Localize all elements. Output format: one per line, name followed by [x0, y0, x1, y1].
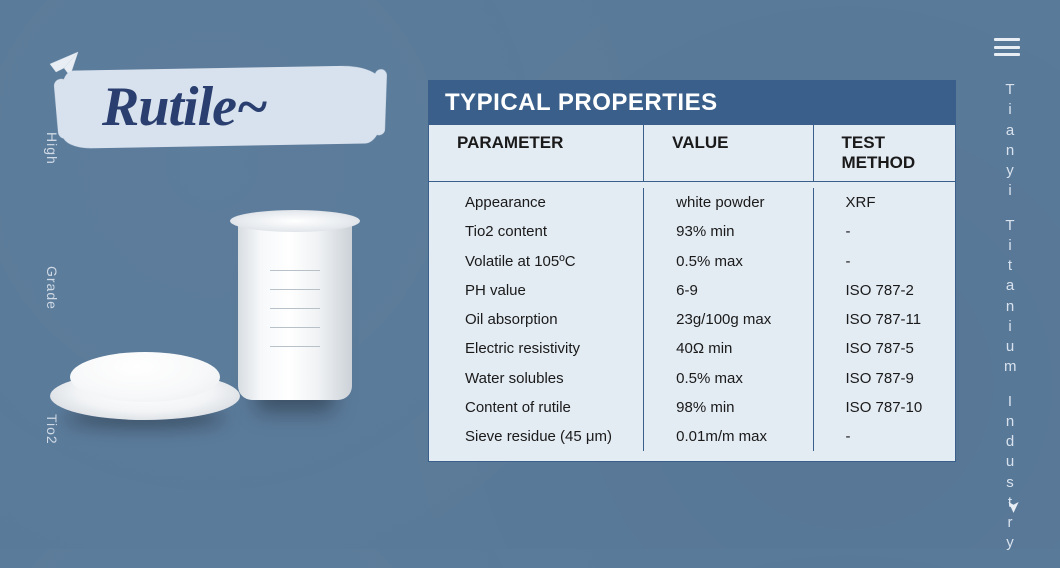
cell-value: white powder [644, 188, 813, 217]
company-name-vertical: Tianyi Titanium Industry [1004, 80, 1020, 568]
cell-value: 93% min [644, 217, 813, 246]
col-header-method: TEST METHOD [814, 125, 955, 181]
product-image [50, 210, 380, 420]
cell-method: ISO 787-10 [814, 393, 955, 422]
cell-method: - [814, 217, 955, 246]
cell-parameter: Sieve residue (45 μm) [429, 422, 644, 451]
menu-icon[interactable] [994, 38, 1020, 56]
company-word: Titanium [1004, 216, 1020, 378]
properties-header: PARAMETER VALUE TEST METHOD [429, 125, 955, 182]
properties-title: TYPICAL PROPERTIES [429, 81, 955, 125]
cell-value: 40Ω min [644, 334, 813, 363]
cell-parameter: Tio2 content [429, 217, 644, 246]
table-row: Content of rutile98% minISO 787-10 [429, 393, 955, 422]
cell-method: XRF [814, 188, 955, 217]
table-row: Oil absorption23g/100g maxISO 787-11 [429, 305, 955, 334]
cell-method: ISO 787-5 [814, 334, 955, 363]
cell-parameter: Appearance [429, 188, 644, 217]
cell-value: 0.01m/m max [644, 422, 813, 451]
col-header-parameter: PARAMETER [429, 125, 644, 181]
powder-dish-icon [50, 340, 240, 420]
table-row: Electric resistivity40Ω minISO 787-5 [429, 334, 955, 363]
page-title-brush: Rutile~ [62, 68, 382, 146]
cell-value: 6-9 [644, 276, 813, 305]
cell-parameter: Oil absorption [429, 305, 644, 334]
side-label-high: High [44, 132, 60, 165]
cell-method: - [814, 422, 955, 451]
cell-value: 23g/100g max [644, 305, 813, 334]
cell-method: ISO 787-2 [814, 276, 955, 305]
cell-parameter: Water solubles [429, 364, 644, 393]
cell-value: 98% min [644, 393, 813, 422]
table-row: PH value6-9ISO 787-2 [429, 276, 955, 305]
col-header-value: VALUE [644, 125, 813, 181]
table-row: Sieve residue (45 μm)0.01m/m max- [429, 422, 955, 451]
properties-body: Appearancewhite powderXRFTio2 content93%… [429, 182, 955, 461]
table-row: Volatile at 105ºC0.5% max- [429, 247, 955, 276]
page-title: Rutile~ [62, 68, 382, 146]
cell-parameter: Volatile at 105ºC [429, 247, 644, 276]
beaker-icon [230, 210, 360, 400]
cell-parameter: Content of rutile [429, 393, 644, 422]
company-word: Tianyi [1004, 80, 1020, 202]
cell-value: 0.5% max [644, 247, 813, 276]
cell-parameter: Electric resistivity [429, 334, 644, 363]
table-row: Water solubles0.5% maxISO 787-9 [429, 364, 955, 393]
cell-parameter: PH value [429, 276, 644, 305]
cell-value: 0.5% max [644, 364, 813, 393]
table-row: Tio2 content93% min- [429, 217, 955, 246]
cell-method: - [814, 247, 955, 276]
cell-method: ISO 787-9 [814, 364, 955, 393]
scroll-arrow-icon[interactable]: ➤ [1003, 500, 1023, 513]
properties-table: TYPICAL PROPERTIES PARAMETER VALUE TEST … [428, 80, 956, 462]
table-row: Appearancewhite powderXRF [429, 188, 955, 217]
cell-method: ISO 787-11 [814, 305, 955, 334]
company-word: Industry [1004, 392, 1020, 554]
